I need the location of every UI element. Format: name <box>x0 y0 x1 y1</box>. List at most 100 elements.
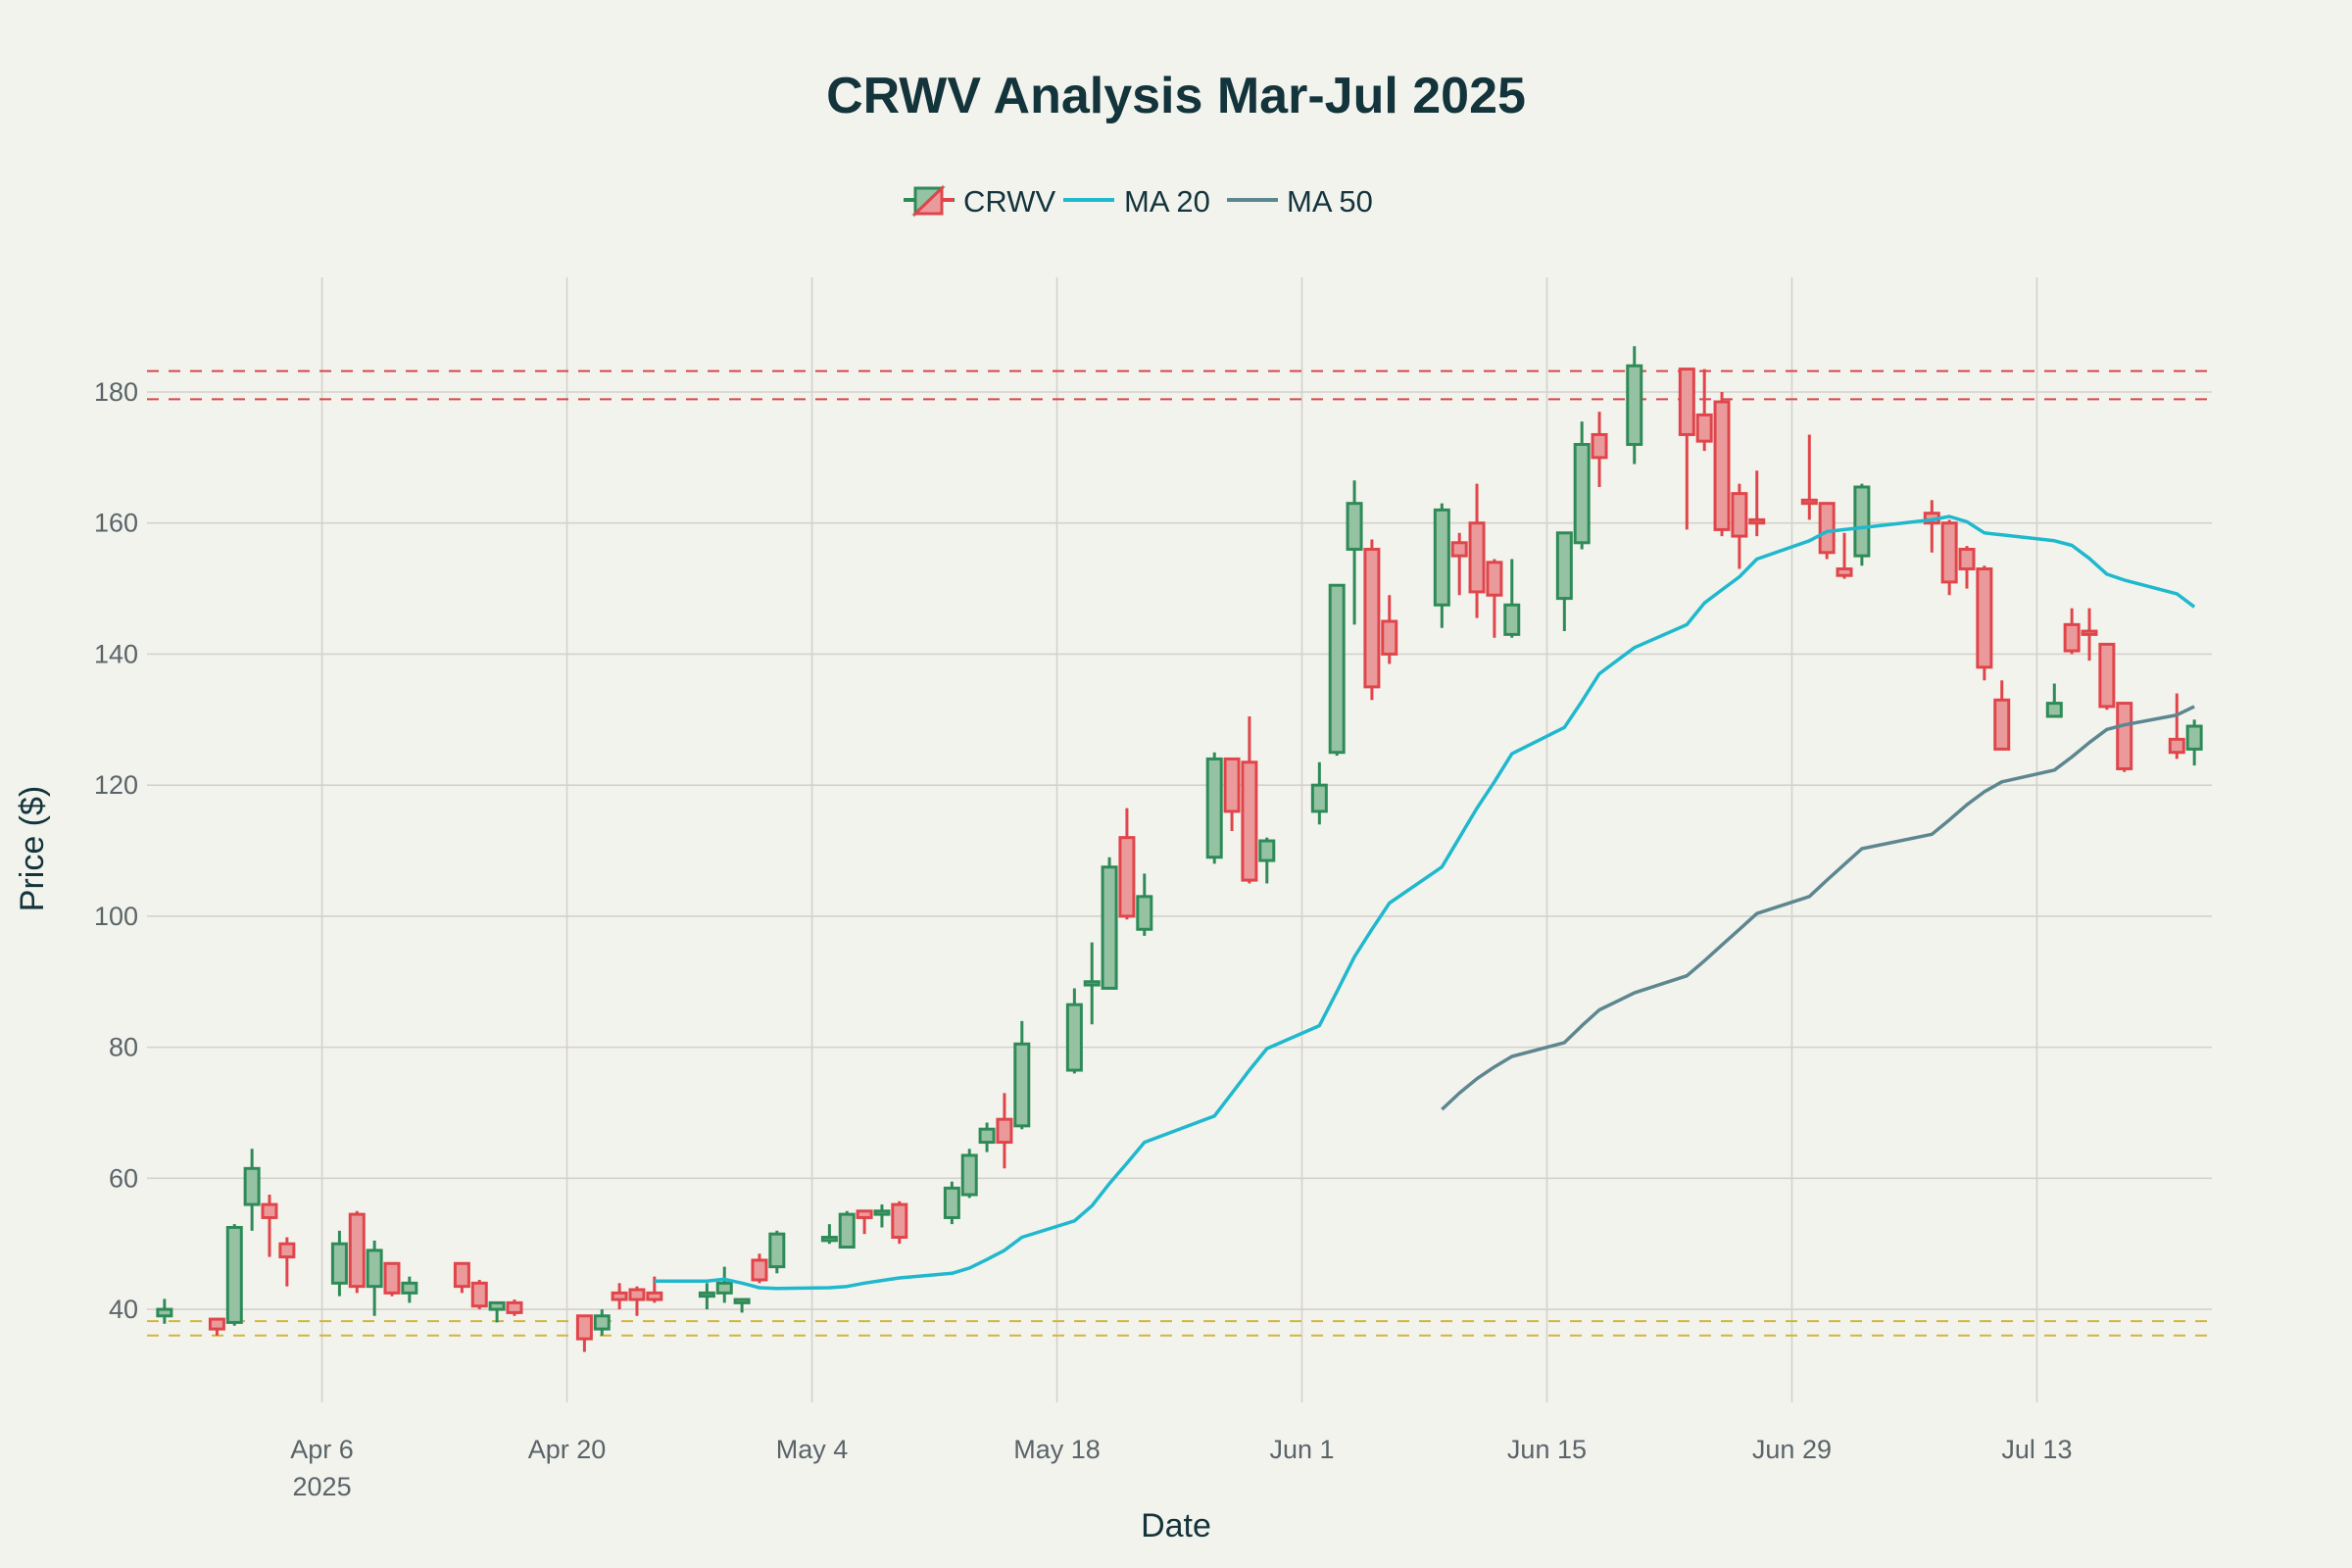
candle-body-down <box>1363 547 1381 689</box>
candle-body-down <box>1836 567 1853 577</box>
candle-body-down <box>575 1314 593 1341</box>
candle-body-up <box>1573 442 1591 545</box>
candle-body-up <box>1433 508 1450 607</box>
x-tick-year-label: 2025 <box>293 1472 352 1501</box>
y-tick-label: 80 <box>109 1033 138 1062</box>
moving-averages <box>654 514 2196 1291</box>
candle-body-up <box>156 1307 173 1318</box>
candle-body-up <box>1083 980 1101 987</box>
x-tick-label: Apr 20 <box>528 1435 607 1464</box>
candle-body-down <box>1958 547 1976 571</box>
candle-body-down <box>611 1291 628 1301</box>
candle-body-up <box>1205 757 1223 859</box>
legend-item-ma20[interactable]: MA 20 <box>1063 184 1210 219</box>
candle-body-down <box>1486 561 1503 597</box>
candle-body-down <box>1695 413 1713 443</box>
y-tick-label: 160 <box>94 509 138 538</box>
candle-body-up <box>733 1298 751 1304</box>
y-tick-label: 140 <box>94 639 138 668</box>
y-axis-title: Price ($) <box>14 786 51 911</box>
candles <box>156 346 2203 1352</box>
candle-body-up <box>593 1314 611 1331</box>
candle-body-down <box>1381 619 1398 656</box>
candle-body-up <box>698 1291 715 1298</box>
candle-body-down <box>506 1300 523 1314</box>
candle-body-down <box>1118 836 1136 918</box>
candle-body-up <box>1065 1003 1083 1072</box>
y-tick-label: 60 <box>109 1163 138 1193</box>
candle-body-up <box>1503 603 1521 636</box>
candle-body-up <box>1136 895 1153 931</box>
candle-body-up <box>1555 531 1573 601</box>
x-tick-label: May 18 <box>1013 1435 1101 1464</box>
candle-body-down <box>208 1317 225 1331</box>
candle-body-down <box>1468 521 1486 594</box>
candle-body-up <box>1328 583 1346 755</box>
x-tick-label: Jun 1 <box>1269 1435 1334 1464</box>
candle-body-up <box>1346 502 1363 551</box>
legend-item-crwv[interactable]: CRWV <box>904 184 1055 219</box>
ma50-line <box>1441 705 2195 1111</box>
legend-label-ma50: MA 50 <box>1287 184 1373 219</box>
candle-body-up <box>1258 839 1276 862</box>
candle-body-down <box>1976 567 1993 669</box>
candle-body-up <box>225 1225 243 1324</box>
candle-body-up <box>960 1153 978 1197</box>
candle-body-down <box>1818 502 1836 555</box>
x-tick-label: Jun 15 <box>1507 1435 1587 1464</box>
candle-body-up <box>1101 865 1118 990</box>
candle-body-up <box>873 1209 891 1216</box>
x-tick-label: Jul 13 <box>2001 1435 2072 1464</box>
candle-body-down <box>751 1258 768 1282</box>
candle-body-up <box>2045 702 2063 718</box>
candle-body-down <box>2081 629 2098 636</box>
x-axis-title: Date <box>1141 1507 1211 1544</box>
candle-body-down <box>1800 498 1818 506</box>
candle-body-up <box>1013 1042 1031 1128</box>
candle-body-down <box>1748 517 1766 525</box>
x-axis-ticks: Apr 6 2025 Apr 20 May 4 May 18 Jun 1 Jun 15 Jun… <box>290 1435 2072 1501</box>
candle-body-down <box>856 1209 873 1219</box>
ma20-line <box>654 514 2196 1291</box>
candle-body-up <box>401 1281 418 1295</box>
candle-body-up <box>1853 485 1871 558</box>
y-axis-ticks: 40 60 80 100 120 140 160 180 <box>94 377 138 1324</box>
candle-body-down <box>1223 757 1241 813</box>
candle-body-down <box>1940 521 1958 584</box>
legend-candle-down-icon <box>911 184 944 216</box>
candle-body-up <box>943 1186 960 1219</box>
x-tick-label: Apr 6 <box>290 1435 354 1464</box>
candle-body-up <box>1626 364 1643 446</box>
candle-body-down <box>2098 642 2116 709</box>
candle-body-up <box>2185 724 2203 751</box>
candle-body-down <box>261 1202 278 1219</box>
candle-body-down <box>646 1291 663 1301</box>
candle-body-up <box>978 1127 996 1145</box>
chart-title: CRWV Analysis Mar-Jul 2025 <box>826 68 1526 124</box>
candle-body-up <box>243 1166 261 1206</box>
candle-body-down <box>1713 400 1731 531</box>
candle-body-up <box>768 1232 786 1269</box>
candle-body-down <box>2116 702 2133 770</box>
candle-body-down <box>2168 737 2185 755</box>
y-tick-label: 100 <box>94 902 138 931</box>
candle-body-down <box>348 1212 366 1289</box>
candle-body-down <box>628 1288 646 1301</box>
candle-body-up <box>715 1281 733 1295</box>
candle-body-down <box>1241 760 1258 882</box>
x-tick-label: May 4 <box>776 1435 849 1464</box>
candle-body-up <box>1310 783 1328 813</box>
candle-body-up <box>330 1242 348 1285</box>
candle-body-down <box>1993 698 2011 751</box>
candle-body-down <box>891 1202 908 1240</box>
y-tick-label: 180 <box>94 377 138 407</box>
candle-body-down <box>1731 492 1748 538</box>
legend-label-crwv: CRWV <box>963 184 1055 219</box>
legend-item-ma50[interactable]: MA 50 <box>1227 184 1373 219</box>
candle-body-up <box>488 1300 506 1311</box>
y-tick-label: 40 <box>109 1295 138 1324</box>
legend-label-ma20: MA 20 <box>1124 184 1210 219</box>
candle-body-down <box>453 1261 470 1289</box>
candle-body-up <box>838 1212 856 1250</box>
